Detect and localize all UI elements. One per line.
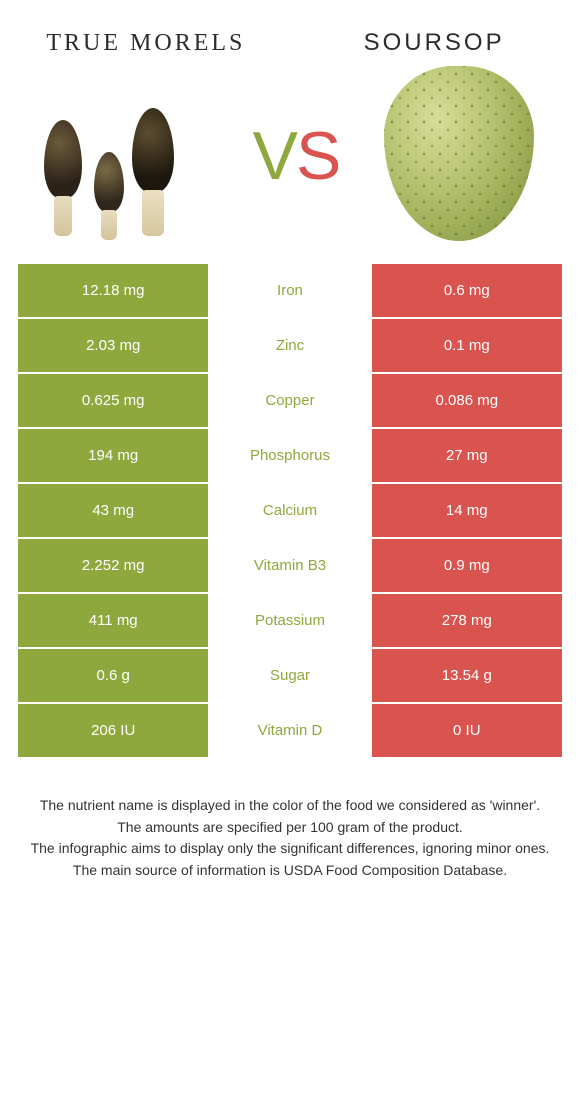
- nutrient-table: 12.18 mgIron0.6 mg2.03 mgZinc0.1 mg0.625…: [18, 264, 562, 759]
- footer-line: The nutrient name is displayed in the co…: [18, 795, 562, 817]
- soursop-illustration: [374, 66, 544, 246]
- cell-right-value: 0.6 mg: [372, 264, 562, 319]
- table-row: 2.03 mgZinc0.1 mg: [18, 319, 562, 374]
- cell-right-value: 0.1 mg: [372, 319, 562, 374]
- cell-left-value: 206 IU: [18, 704, 208, 759]
- cell-nutrient-name: Iron: [208, 264, 371, 319]
- cell-left-value: 0.625 mg: [18, 374, 208, 429]
- cell-right-value: 0.086 mg: [372, 374, 562, 429]
- table-row: 2.252 mgVitamin B30.9 mg: [18, 539, 562, 594]
- cell-nutrient-name: Vitamin D: [208, 704, 371, 759]
- title-right: Soursop: [316, 28, 552, 58]
- vs-label: VS: [253, 117, 338, 195]
- table-row: 411 mgPotassium278 mg: [18, 594, 562, 649]
- table-row: 194 mgPhosphorus27 mg: [18, 429, 562, 484]
- cell-right-value: 14 mg: [372, 484, 562, 539]
- morels-illustration: [36, 66, 216, 246]
- cell-right-value: 0 IU: [372, 704, 562, 759]
- cell-nutrient-name: Potassium: [208, 594, 371, 649]
- cell-left-value: 12.18 mg: [18, 264, 208, 319]
- footer-notes: The nutrient name is displayed in the co…: [18, 795, 562, 882]
- cell-nutrient-name: Zinc: [208, 319, 371, 374]
- cell-left-value: 411 mg: [18, 594, 208, 649]
- hero-row: VS: [18, 66, 562, 246]
- title-left: True morels: [28, 28, 264, 58]
- cell-right-value: 13.54 g: [372, 649, 562, 704]
- table-row: 43 mgCalcium14 mg: [18, 484, 562, 539]
- cell-nutrient-name: Sugar: [208, 649, 371, 704]
- cell-right-value: 0.9 mg: [372, 539, 562, 594]
- footer-line: The infographic aims to display only the…: [18, 838, 562, 860]
- cell-left-value: 0.6 g: [18, 649, 208, 704]
- title-row: True morels Soursop: [28, 28, 552, 58]
- table-row: 206 IUVitamin D0 IU: [18, 704, 562, 759]
- table-row: 12.18 mgIron0.6 mg: [18, 264, 562, 319]
- cell-nutrient-name: Calcium: [208, 484, 371, 539]
- cell-left-value: 2.03 mg: [18, 319, 208, 374]
- cell-left-value: 194 mg: [18, 429, 208, 484]
- cell-left-value: 2.252 mg: [18, 539, 208, 594]
- vs-letter-s: S: [296, 117, 337, 195]
- cell-nutrient-name: Vitamin B3: [208, 539, 371, 594]
- vs-letter-v: V: [253, 117, 294, 195]
- cell-nutrient-name: Copper: [208, 374, 371, 429]
- table-row: 0.625 mgCopper0.086 mg: [18, 374, 562, 429]
- cell-right-value: 278 mg: [372, 594, 562, 649]
- cell-right-value: 27 mg: [372, 429, 562, 484]
- cell-nutrient-name: Phosphorus: [208, 429, 371, 484]
- footer-line: The main source of information is USDA F…: [18, 860, 562, 882]
- cell-left-value: 43 mg: [18, 484, 208, 539]
- table-row: 0.6 gSugar13.54 g: [18, 649, 562, 704]
- footer-line: The amounts are specified per 100 gram o…: [18, 817, 562, 839]
